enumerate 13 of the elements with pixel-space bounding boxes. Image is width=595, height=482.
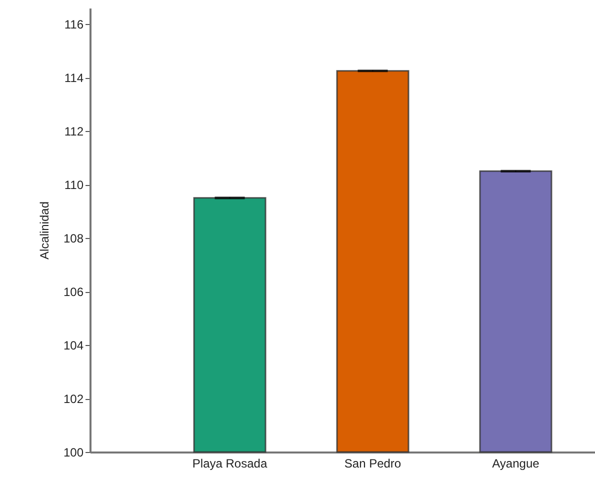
- x-tick-label: Ayangue: [492, 456, 540, 470]
- y-tick-label: 112: [64, 124, 84, 139]
- y-tick-label: 108: [63, 232, 84, 246]
- x-tick-label: Playa Rosada: [192, 456, 268, 470]
- x-tick-label: San Pedro: [344, 456, 402, 470]
- y-tick-label: 100: [63, 446, 84, 460]
- y-tick-label: 106: [63, 285, 84, 300]
- y-tick-label: 114: [64, 71, 84, 86]
- y-tick-label: 102: [63, 392, 84, 406]
- y-tick-label: 104: [63, 338, 84, 353]
- y-axis-title: Alcalinidad: [37, 201, 52, 260]
- y-tick-label: 116: [64, 18, 84, 32]
- y-tick-label: 110: [64, 178, 84, 192]
